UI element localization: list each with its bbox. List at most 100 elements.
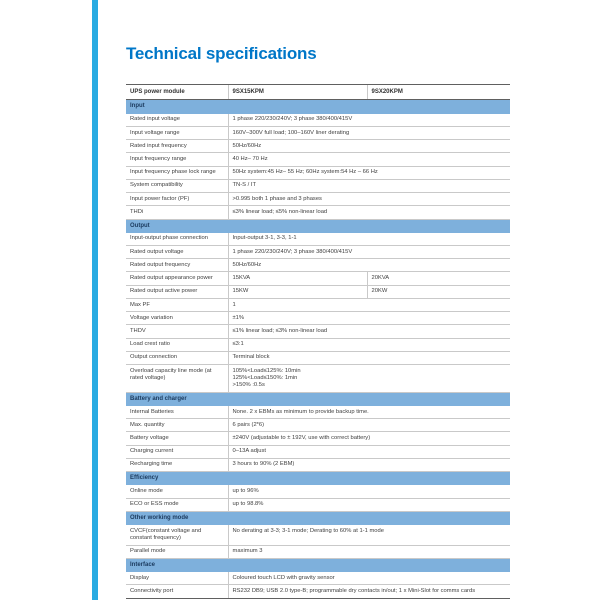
spec-value-cell: Input-output 3-1, 3-3, 1-1 (227, 232, 510, 247)
spec-row: THDV ≤1% linear load; ≤3% non-linear load (126, 324, 510, 339)
spec-value2-cell: 20KVA (366, 271, 510, 286)
section-header-row: Output (126, 219, 510, 233)
header-row: UPS power module 9SX15KPM 9SX20KPM (126, 83, 510, 101)
section-label-cell: Output (126, 219, 510, 233)
spec-row: Max. quantity 6 pairs (2*6) (126, 418, 510, 433)
spec-value-cell: 1 phase 220/230/240V; 3 phase 380/400/41… (227, 245, 510, 260)
spec-row: Input frequency phase lock range 50Hz sys… (126, 166, 510, 180)
spec-label-cell: Input frequency range (126, 152, 228, 167)
spec-label-cell: Rated output active power (126, 285, 228, 299)
spec-row: Battery voltage ±240V (adjustable to ± 19… (126, 431, 510, 446)
spec-row: Output connection Terminal block (126, 351, 510, 366)
spec-value-cell: 0–13A adjust (227, 445, 510, 459)
spec-label-cell: Rated input voltage (126, 113, 228, 127)
spec-row: Connectivity port RS232 DB9; USB 2.0 type… (126, 584, 510, 599)
spec-value-cell: TN-S / IT (227, 179, 510, 194)
spec-label-cell: Max. quantity (126, 418, 228, 433)
spec-row: Rated output appearance power 15KVA 20KVA (126, 271, 510, 286)
spec-value-cell: 50Hz/60Hz (227, 258, 510, 273)
spec-value-cell: ±240V (adjustable to ± 192V, use with co… (227, 431, 510, 446)
spec-value-cell: 50Hz/60Hz (227, 139, 510, 154)
spec-value-cell: RS232 DB9; USB 2.0 type-B; programmable … (227, 584, 510, 599)
spec-label-cell: Rated output frequency (126, 258, 228, 273)
spec-row: Rated output active power 15KW 20KW (126, 285, 510, 299)
spec-label-cell: Max PF (126, 298, 228, 313)
spec-value-cell: None. 2 x EBMs as minimum to provide bac… (227, 406, 510, 420)
spec-row: Rated input voltage 1 phase 220/230/240V;… (126, 113, 510, 127)
header-cell-model: 9SX20KPM (366, 83, 510, 101)
spec-value-cell: ≤3:1 (227, 338, 510, 352)
spec-value-cell: 1 (227, 298, 510, 313)
spec-label-cell: THDV (126, 324, 228, 339)
spec-row: Internal Batteries None. 2 x EBMs as mini… (126, 406, 510, 420)
spec-row: Recharging time 3 hours to 90% (2 EBM) (126, 458, 510, 473)
spec-value-cell: 3 hours to 90% (2 EBM) (227, 458, 510, 473)
spec-row: Display Coloured touch LCD with gravity s… (126, 572, 510, 586)
section-header-row: Input (126, 99, 510, 114)
spec-value2-cell: 20KW (366, 285, 510, 299)
header-cell-model: 9SX15KPM (227, 83, 367, 101)
spec-label-cell: Load crest ratio (126, 338, 228, 352)
spec-row: Rated input frequency 50Hz/60Hz (126, 139, 510, 154)
spec-value-cell: 105%<Load≤125%: 10min 125%<Load≤150%: 1m… (227, 364, 510, 393)
spec-row: Load crest ratio ≤3:1 (126, 338, 510, 352)
spec-label-cell: Rated output voltage (126, 245, 228, 260)
spec-label-cell: Online mode (126, 485, 228, 499)
spec-row: Voltage variation ±1% (126, 311, 510, 326)
spec-row: THDi ≤3% linear load; ≤5% non-linear load (126, 205, 510, 220)
spec-label-cell: Internal Batteries (126, 406, 228, 420)
spec-label-cell: Battery voltage (126, 431, 228, 446)
spec-value-cell: 50Hz system:45 Hz– 55 Hz; 60Hz system:54… (227, 166, 510, 180)
spec-row: Parallel mode maximum 3 (126, 545, 510, 559)
spec-label-cell: Recharging time (126, 458, 228, 473)
section-label-cell: Interface (126, 558, 510, 573)
spec-row: Rated output voltage 1 phase 220/230/240V… (126, 245, 510, 260)
spec-row: Rated output frequency 50Hz/60Hz (126, 258, 510, 273)
spec-row: Overload capacity line mode (at rated vo… (126, 364, 510, 393)
spec-value-cell: ≤1% linear load; ≤3% non-linear load (227, 324, 510, 339)
spec-label-cell: Input power factor (PF) (126, 192, 228, 207)
accent-stripe (92, 0, 98, 600)
spec-label-cell: Rated input frequency (126, 139, 228, 154)
spec-label-cell: Connectivity port (126, 584, 228, 599)
spec-value-cell: up to 96% (227, 485, 510, 499)
spec-label-cell: Input frequency phase lock range (126, 166, 228, 180)
spec-table: UPS power module 9SX15KPM 9SX20KPM Input Ra… (126, 83, 510, 599)
spec-label-cell: Overload capacity line mode (at rated vo… (126, 364, 228, 393)
section-label-cell: Input (126, 99, 510, 114)
spec-value-cell: No derating at 3-3; 3-1 mode; Derating t… (227, 525, 510, 546)
spec-value-cell: Coloured touch LCD with gravity sensor (227, 572, 510, 586)
spec-table-head: UPS power module 9SX15KPM 9SX20KPM (126, 83, 510, 101)
spec-table-body: Input Rated input voltage 1 phase 220/230/… (126, 99, 510, 599)
header-cell-label: UPS power module (126, 83, 228, 101)
spec-label-cell: Parallel mode (126, 545, 228, 559)
spec-label-cell: Rated output appearance power (126, 271, 228, 286)
spec-row: Max PF 1 (126, 298, 510, 313)
spec-row: Input frequency range 40 Hz– 70 Hz (126, 152, 510, 167)
spec-value-cell: 6 pairs (2*6) (227, 418, 510, 433)
spec-row: Input-output phase connection Input-outpu… (126, 232, 510, 247)
spec-value-cell: 1 phase 220/230/240V; 3 phase 380/400/41… (227, 113, 510, 127)
section-header-row: Interface (126, 558, 510, 573)
spec-value-cell: >0.995 both 1 phase and 3 phases (227, 192, 510, 207)
spec-row: Input power factor (PF) >0.995 both 1 pha… (126, 192, 510, 207)
spec-label-cell: THDi (126, 205, 228, 220)
section-label-cell: Battery and charger (126, 392, 510, 406)
spec-value-cell: 40 Hz– 70 Hz (227, 152, 510, 167)
section-header-row: Other working mode (126, 511, 510, 526)
spec-label-cell: Input-output phase connection (126, 232, 228, 247)
spec-value-cell: 15KVA (227, 271, 367, 286)
spec-label-cell: Input voltage range (126, 126, 228, 141)
spec-label-cell: CVCF(constant voltage and constant frequ… (126, 525, 228, 546)
section-header-row: Battery and charger (126, 392, 510, 406)
spec-row: ECO or ESS mode up to 98.8% (126, 498, 510, 512)
spec-value-cell: ≤3% linear load; ≤5% non-linear load (227, 205, 510, 220)
spec-value-cell: maximum 3 (227, 545, 510, 559)
spec-label-cell: Output connection (126, 351, 228, 366)
spec-value-cell: Terminal block (227, 351, 510, 366)
spec-label-cell: ECO or ESS mode (126, 498, 228, 512)
spec-value-cell: 15KW (227, 285, 367, 299)
spec-label-cell: Display (126, 572, 228, 586)
spec-value-cell: ±1% (227, 311, 510, 326)
spec-value-cell: up to 98.8% (227, 498, 510, 512)
